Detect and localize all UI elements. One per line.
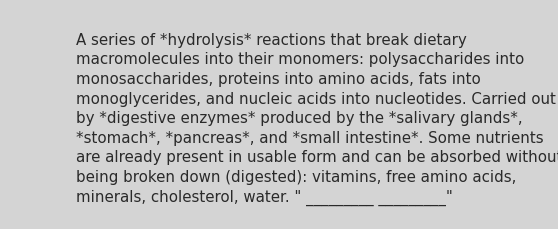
Text: A series of *hydrolysis* reactions that break dietary
macromolecules into their : A series of *hydrolysis* reactions that … — [76, 33, 558, 205]
